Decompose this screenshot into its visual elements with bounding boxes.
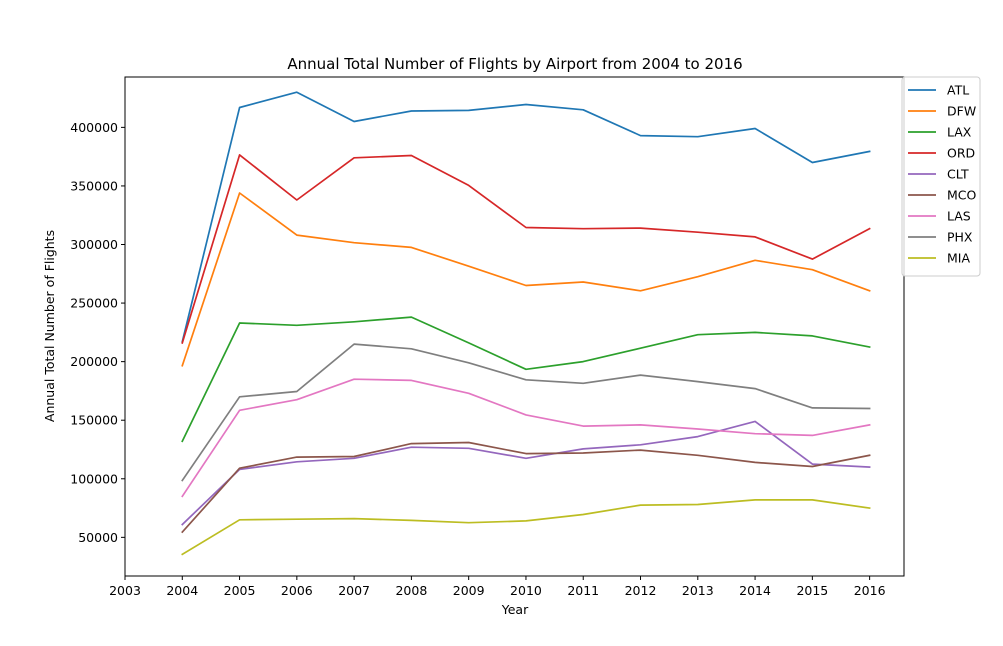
legend-label-mco: MCO (947, 188, 977, 203)
series-lines (181, 91, 871, 556)
x-tick-label: 2015 (796, 583, 828, 598)
legend-label-dfw: DFW (947, 104, 976, 119)
y-tick-label: 350000 (70, 178, 118, 193)
x-tick-label: 2010 (510, 583, 542, 598)
x-tick-label: 2011 (567, 583, 599, 598)
legend-label-atl: ATL (947, 83, 969, 98)
y-tick-label: 400000 (70, 120, 118, 135)
x-tick-label: 2007 (338, 583, 370, 598)
series-line-mco (181, 441, 871, 534)
series-line-phx (181, 343, 871, 482)
x-tick-label: 2013 (682, 583, 714, 598)
x-tick-label: 2008 (395, 583, 427, 598)
x-axis-label: Year (501, 602, 529, 617)
x-tick-label: 2006 (281, 583, 313, 598)
y-tick-label: 100000 (70, 471, 118, 486)
legend-label-las: LAS (947, 209, 971, 224)
series-line-clt (181, 420, 871, 526)
legend-label-phx: PHX (947, 230, 973, 245)
legend-label-lax: LAX (947, 125, 972, 140)
series-line-mia (181, 499, 871, 556)
series-line-ord (181, 154, 871, 344)
y-tick-label: 300000 (70, 237, 118, 252)
y-tick-label: 250000 (70, 296, 118, 311)
y-tick-label: 50000 (78, 530, 118, 545)
legend-label-mia: MIA (947, 251, 970, 266)
x-tick-label: 2016 (854, 583, 886, 598)
x-tick-label: 2004 (166, 583, 198, 598)
series-line-las (181, 378, 871, 498)
y-tick-label: 200000 (70, 354, 118, 369)
series-line-lax (181, 316, 871, 443)
series-line-atl (181, 91, 871, 343)
legend-box (901, 76, 981, 277)
series-line-dfw (181, 192, 871, 367)
y-axis-label: Annual Total Number of Flights (42, 230, 57, 422)
legend-label-clt: CLT (947, 167, 969, 182)
x-tick-label: 2014 (739, 583, 771, 598)
x-tick-label: 2009 (453, 583, 485, 598)
legend: ATL DFW LAX ORD CLT MCO LAS PHX MIA (901, 76, 981, 277)
x-tick-label: 2003 (109, 583, 141, 598)
axis-ticks: 2003 2004 2005 2006 2007 2008 2009 2010 2011 2012… (70, 120, 885, 598)
chart-title: Annual Total Number of Flights by Airpor… (287, 55, 742, 73)
y-tick-label: 150000 (70, 413, 118, 428)
plot-area-frame (124, 76, 905, 577)
x-tick-label: 2012 (625, 583, 657, 598)
legend-label-ord: ORD (947, 146, 975, 161)
x-tick-label: 2005 (224, 583, 256, 598)
